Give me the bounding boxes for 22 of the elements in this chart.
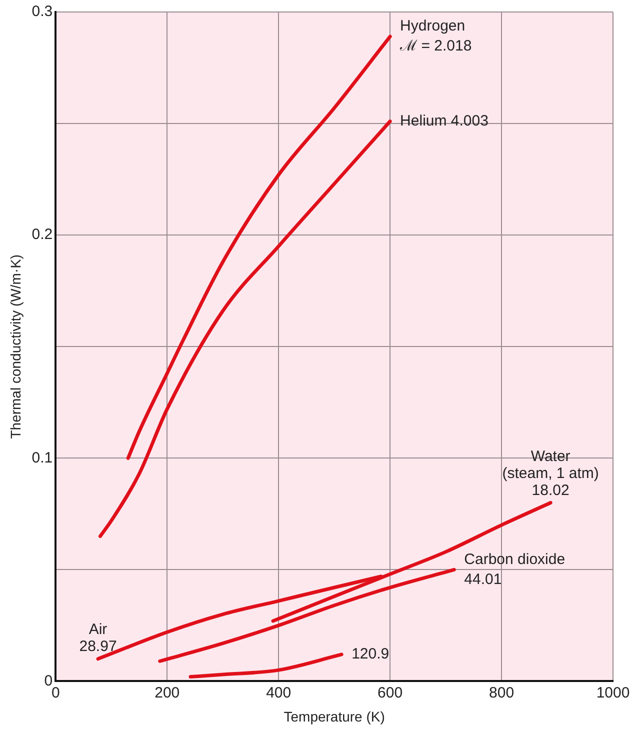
annotation: Carbon dioxide: [464, 550, 566, 568]
annotation: 28.97: [79, 638, 117, 656]
annotation: (steam, 1 atm): [502, 464, 599, 482]
annotation: Hydrogen: [400, 18, 466, 35]
annotation: 18.02: [532, 482, 570, 499]
x-tick-label: 800: [489, 684, 514, 702]
x-tick-label: 200: [154, 684, 180, 702]
annotation: Air: [88, 621, 108, 638]
x-tick-label: 1000: [596, 684, 630, 702]
y-axis-title: Thermal conductivity (W/m·K): [7, 254, 24, 439]
y-tick-label: 0.2: [32, 226, 53, 244]
annotation: Water: [530, 448, 570, 465]
x-tick-label: 400: [266, 684, 292, 702]
y-tick-label: 0.3: [32, 3, 53, 20]
x-tick-label: 600: [378, 684, 403, 702]
y-tick-label: 0.1: [32, 449, 53, 466]
annotation: ℳ = 2.018: [399, 38, 472, 55]
y-tick-label: 0: [44, 672, 53, 690]
x-axis-title: Temperature (K): [284, 708, 385, 724]
annotation: 120.9: [352, 646, 390, 663]
annotation: 44.01: [464, 570, 502, 588]
annotation: Helium 4.003: [400, 112, 488, 130]
